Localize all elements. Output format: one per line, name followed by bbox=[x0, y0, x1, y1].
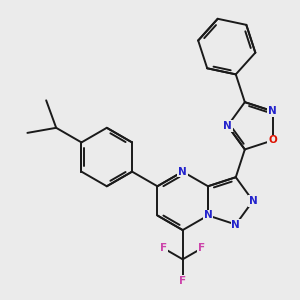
Text: F: F bbox=[198, 243, 205, 253]
Text: O: O bbox=[268, 135, 277, 146]
Text: N: N bbox=[204, 211, 212, 220]
Text: N: N bbox=[231, 220, 240, 230]
Text: N: N bbox=[268, 106, 277, 116]
Text: N: N bbox=[223, 121, 232, 131]
Text: N: N bbox=[249, 196, 257, 206]
Text: F: F bbox=[179, 276, 186, 286]
Text: F: F bbox=[160, 243, 167, 253]
Text: N: N bbox=[178, 167, 187, 177]
